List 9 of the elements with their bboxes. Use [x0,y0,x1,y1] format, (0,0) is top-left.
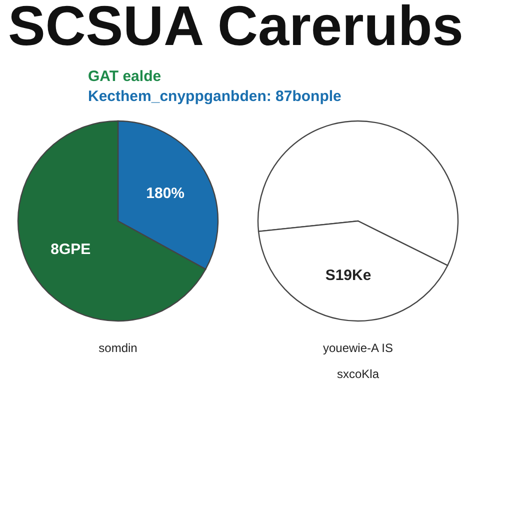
text: 8GPE [50,240,91,258]
text: Kecthem_cnyppganbden: 87bonple [88,88,342,105]
text: youewie-A IS [322,341,394,355]
text: 180% [146,185,185,202]
chart-title: SCSUA Carerubs [8,0,464,57]
text: sxcoKla [336,367,380,381]
data-label: S19Ke [325,267,372,284]
chart-subtitle: GAT ealde [88,68,162,85]
text: somdin [98,341,138,355]
